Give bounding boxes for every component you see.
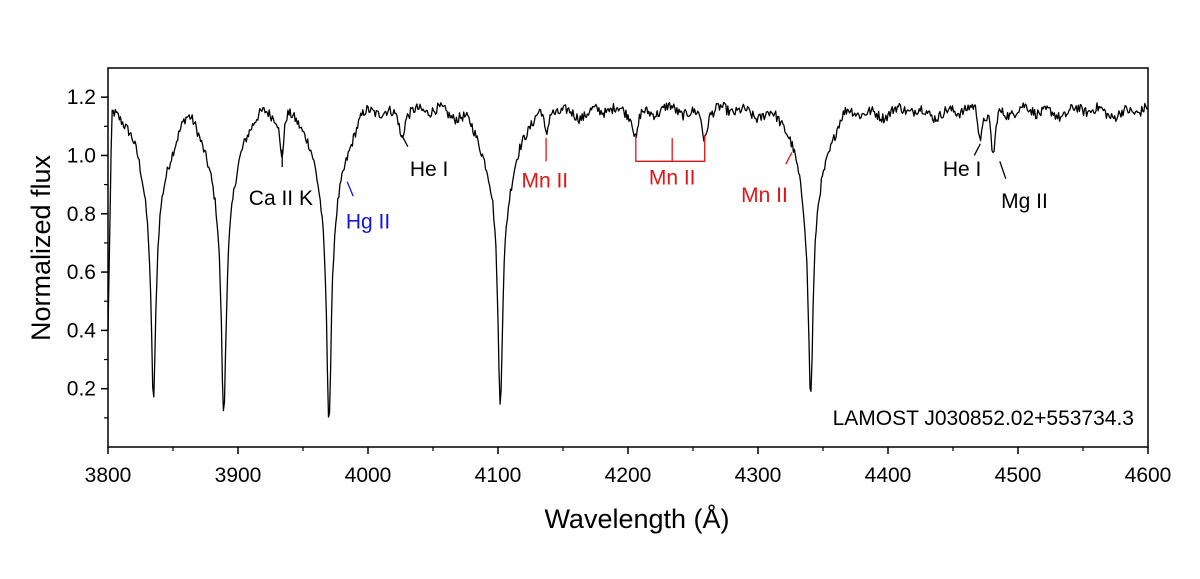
annotation-marker	[973, 143, 981, 156]
y-tick-label: 0.8	[67, 203, 96, 226]
annotation-label: Hg II	[346, 210, 390, 233]
spectrum-line	[107, 101, 1148, 418]
spectrum-series	[107, 101, 1148, 418]
annotation-marker	[346, 181, 354, 197]
mn-ii-bracket	[635, 135, 706, 162]
annotation-marker	[785, 152, 793, 165]
annotation-marker	[401, 134, 409, 148]
axis-ticks: 3800 3900 4000 4100 4200 4300 4400 4500 4600 0.2 0…	[67, 86, 1172, 487]
x-tick-label: 4400	[865, 464, 912, 487]
line-annotations: Ca II K Hg II He I Mn II Mn II Mn II He I Mg II	[249, 134, 1048, 233]
y-tick-label: 1.2	[67, 86, 96, 109]
plot-area	[107, 67, 1149, 448]
x-tick-label: 4100	[475, 464, 522, 487]
annotation-label: Ca II K	[249, 187, 313, 210]
annotation-label: Mn II	[741, 184, 788, 207]
x-tick-label: 3900	[215, 464, 262, 487]
plot-frame	[107, 67, 1149, 448]
annotation-label: He I	[410, 158, 449, 181]
annotation-marker	[999, 161, 1007, 179]
y-tick-label: 0.4	[67, 319, 97, 342]
x-tick-label: 4300	[735, 464, 782, 487]
annotation-label: He I	[943, 158, 982, 181]
x-tick-label: 3800	[85, 464, 132, 487]
x-axis-title: Wavelength (Å)	[544, 503, 729, 534]
annotation-label: Mn II	[521, 170, 568, 193]
annotation-label: Mn II	[649, 167, 696, 190]
x-tick-label: 4000	[345, 464, 392, 487]
y-axis-title: Normalized flux	[26, 154, 56, 341]
star-designation: LAMOST J030852.02+553734.3	[833, 407, 1134, 430]
x-tick-label: 4200	[605, 464, 652, 487]
y-tick-label: 0.2	[67, 378, 96, 401]
y-tick-label: 1.0	[67, 144, 96, 167]
x-tick-label: 4500	[995, 464, 1042, 487]
x-tick-label: 4600	[1125, 464, 1172, 487]
y-tick-label: 0.6	[67, 261, 96, 284]
annotation-label: Mg II	[1001, 190, 1048, 213]
